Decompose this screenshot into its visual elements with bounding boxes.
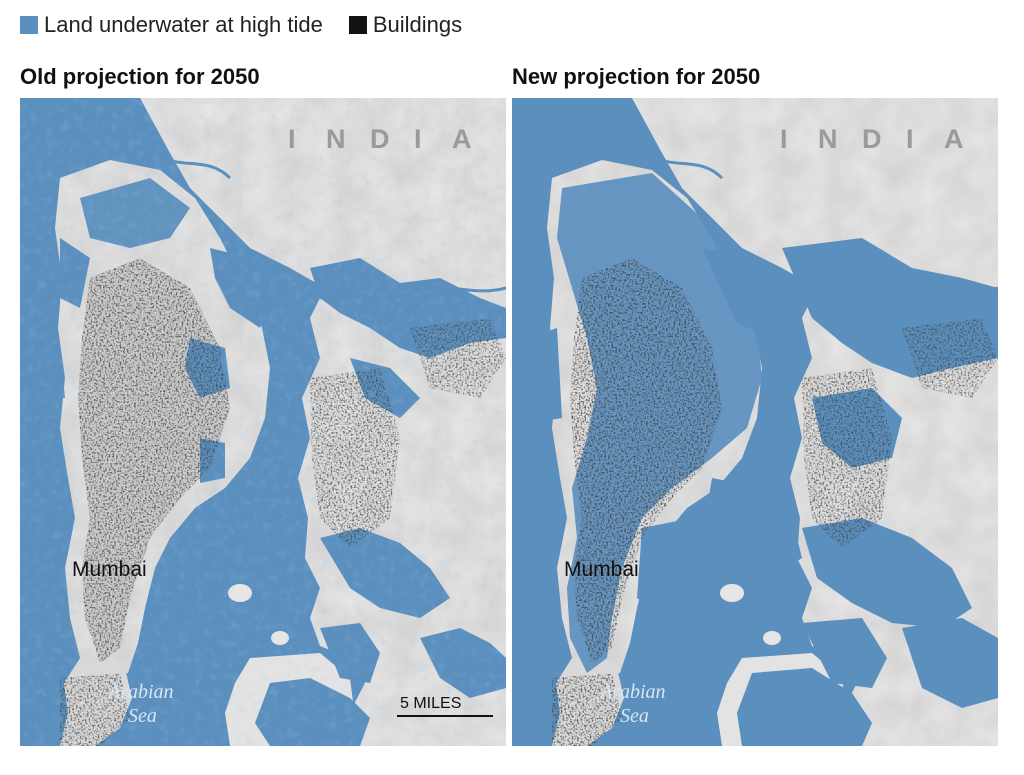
old-projection-map-svg: I N D I A Mumbai Arabian Sea 5 MILES [20,98,506,746]
country-letter-5: A [944,124,964,154]
buildings-layer [552,258,998,746]
country-letter-1: I [288,124,296,154]
rivers [651,156,998,580]
scale-label: 5 MILES [400,695,461,712]
country-letter-1: I [780,124,788,154]
country-letter-3: D [370,124,390,154]
old-projection-title: Old projection for 2050 [20,64,260,89]
country-letter-2: N [326,124,346,154]
harbor-islands [720,584,781,645]
rivers [159,156,506,580]
map-legend: Land underwater at high tide Buildings [20,12,462,38]
city-label-mumbai: Mumbai [564,558,639,581]
new-projection-map: I N D I A Mumbai Arabian Sea [512,98,998,746]
flooded-land-swatch [20,16,38,34]
country-letter-5: A [452,124,472,154]
scale-bar: 5 MILES [397,695,493,717]
sea-label-line2: Sea [620,705,649,727]
buildings-swatch [348,16,367,34]
country-letter-2: N [818,124,838,154]
flooded-land-label: Land underwater at high tide [44,12,323,37]
country-letter-4: I [414,124,422,154]
legend-item-flooded-land: Land underwater at high tide [20,12,323,38]
sea-label-line1: Arabian [598,681,666,703]
buildings-layer [60,258,506,746]
legend-item-buildings: Buildings [348,12,463,38]
sea-label-line2: Sea [128,705,157,727]
country-label-india: I N D I A [288,124,472,154]
sea-label-line1: Arabian [106,681,174,703]
country-label-india: I N D I A [780,124,964,154]
new-projection-map-svg: I N D I A Mumbai Arabian Sea [512,98,998,746]
old-projection-map: I N D I A Mumbai Arabian Sea 5 MILES [20,98,506,746]
city-label-mumbai: Mumbai [72,558,147,581]
buildings-label: Buildings [372,12,463,37]
country-letter-3: D [862,124,882,154]
country-letter-4: I [906,124,914,154]
new-projection-title: New projection for 2050 [512,64,761,89]
